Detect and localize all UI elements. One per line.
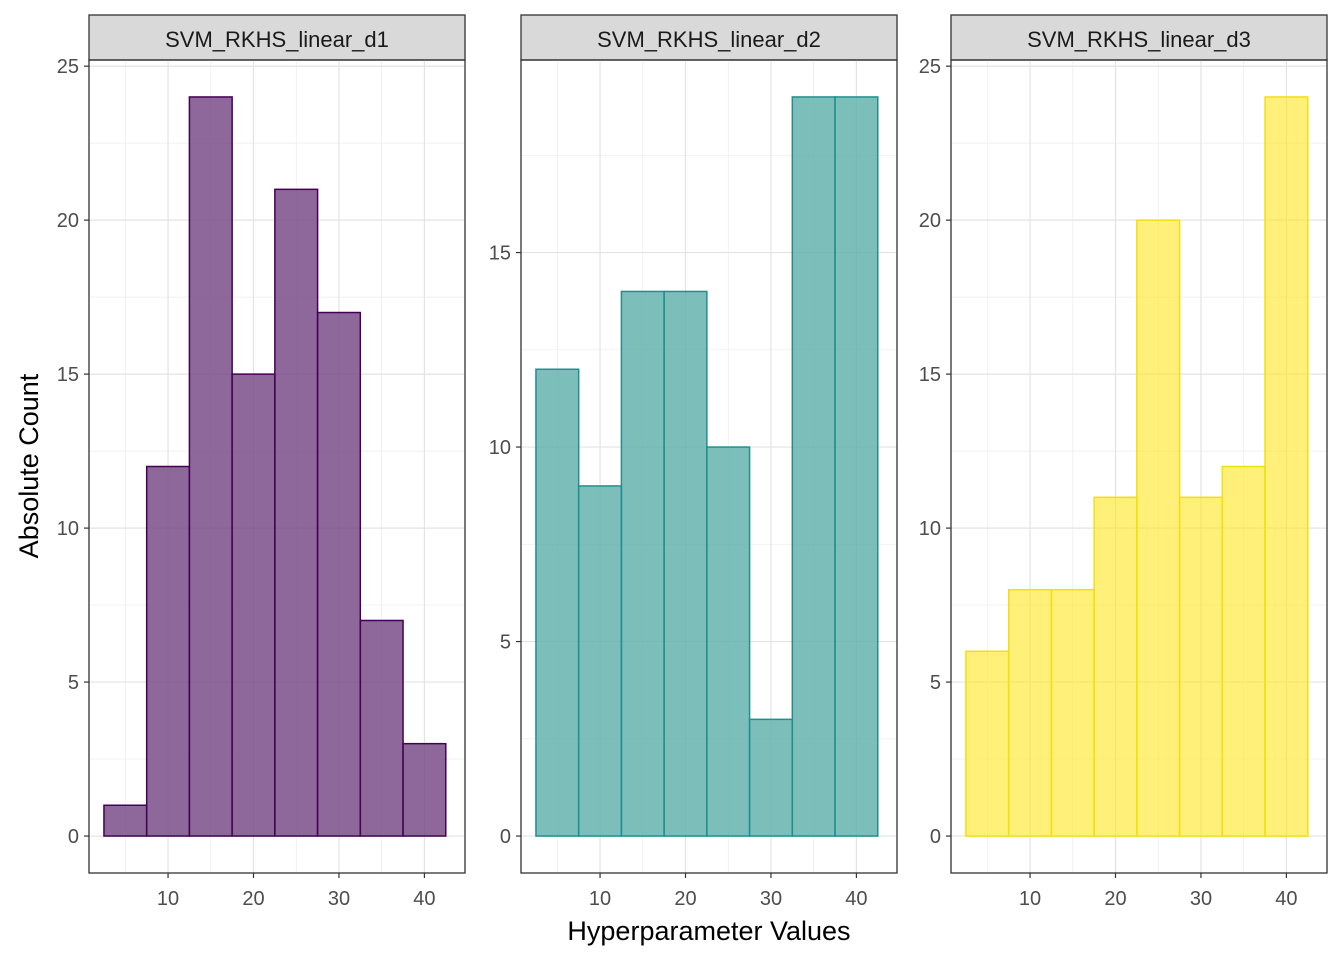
histogram-bar — [577, 485, 623, 837]
histogram-bar — [965, 650, 1010, 837]
histogram-bar — [791, 96, 836, 837]
x-tick-label: 10 — [589, 888, 611, 910]
histogram-bar — [1136, 219, 1181, 837]
histogram-bar — [620, 290, 665, 837]
histogram-bar — [402, 742, 447, 837]
y-tick-label: 25 — [57, 56, 79, 78]
facet-strip-label: SVM_RKHS_linear_d3 — [1027, 27, 1251, 52]
y-tick-label: 5 — [930, 672, 941, 694]
y-tick-label: 0 — [68, 826, 79, 848]
histogram-bar — [1178, 496, 1224, 837]
panel-border — [88, 59, 466, 874]
y-tick-label: 10 — [57, 518, 79, 540]
x-tick-label: 30 — [760, 888, 782, 910]
x-tick-label: 20 — [1104, 888, 1126, 910]
facet-strip — [950, 14, 1328, 61]
histogram-bar — [274, 188, 319, 837]
histogram-bar — [834, 96, 879, 837]
x-tick-label: 10 — [157, 888, 179, 910]
histogram-bar — [316, 311, 362, 837]
histogram-bar — [663, 290, 708, 837]
panel-border — [950, 59, 1328, 874]
y-tick-label: 5 — [68, 672, 79, 694]
y-tick-label: 25 — [919, 56, 941, 78]
histogram-bar — [145, 465, 191, 837]
y-tick-label: 20 — [919, 210, 941, 232]
histogram-bar — [706, 446, 751, 837]
x-axis-title: Hyperparameter Values — [567, 916, 850, 946]
facet-strip — [88, 14, 466, 61]
x-tick-label: 40 — [413, 888, 435, 910]
y-tick-label: 15 — [489, 243, 511, 265]
histogram-bars — [535, 96, 879, 837]
y-tick-label: 15 — [57, 364, 79, 386]
histogram-bar — [535, 368, 580, 837]
y-tick-label: 0 — [500, 826, 511, 848]
x-tick-label: 40 — [845, 888, 867, 910]
y-tick-label: 0 — [930, 826, 941, 848]
y-tick-label: 10 — [489, 437, 511, 459]
x-tick-label: 40 — [1275, 888, 1297, 910]
histogram-bars — [103, 96, 447, 837]
facet-panel-3: SVM_RKHS_linear_d3 0 5 10 15 20 25 10 20 30 40 — [919, 14, 1328, 910]
y-tick-label: 5 — [500, 632, 511, 654]
histogram-bar — [1093, 496, 1138, 837]
x-tick-label: 30 — [1190, 888, 1212, 910]
x-tick-label: 20 — [674, 888, 696, 910]
x-tick-label: 10 — [1019, 888, 1041, 910]
histogram-bar — [1007, 588, 1053, 837]
histogram-bar — [359, 619, 404, 837]
facet-strip-label: SVM_RKHS_linear_d2 — [597, 27, 821, 52]
panel-border — [520, 59, 898, 874]
histogram-bar — [1221, 465, 1266, 837]
facet-panel-1: SVM_RKHS_linear_d1 0 5 10 15 20 25 10 20 30 40 — [57, 14, 466, 910]
histogram-bars — [965, 96, 1309, 837]
histogram-bar — [103, 804, 148, 837]
histogram-bar — [188, 96, 233, 837]
y-axis-title: Absolute Count — [14, 373, 44, 558]
histogram-bar — [1050, 588, 1095, 837]
facet-strip-label: SVM_RKHS_linear_d1 — [165, 27, 389, 52]
histogram-bar — [1264, 96, 1309, 837]
histogram-bar — [231, 373, 276, 837]
facet-panel-2: SVM_RKHS_linear_d2 0 5 10 15 10 20 30 40 — [489, 14, 898, 910]
y-tick-label: 20 — [57, 210, 79, 232]
histogram-bar — [748, 718, 794, 837]
y-tick-label: 10 — [919, 518, 941, 540]
x-tick-label: 30 — [328, 888, 350, 910]
y-tick-label: 15 — [919, 364, 941, 386]
x-tick-label: 20 — [242, 888, 264, 910]
